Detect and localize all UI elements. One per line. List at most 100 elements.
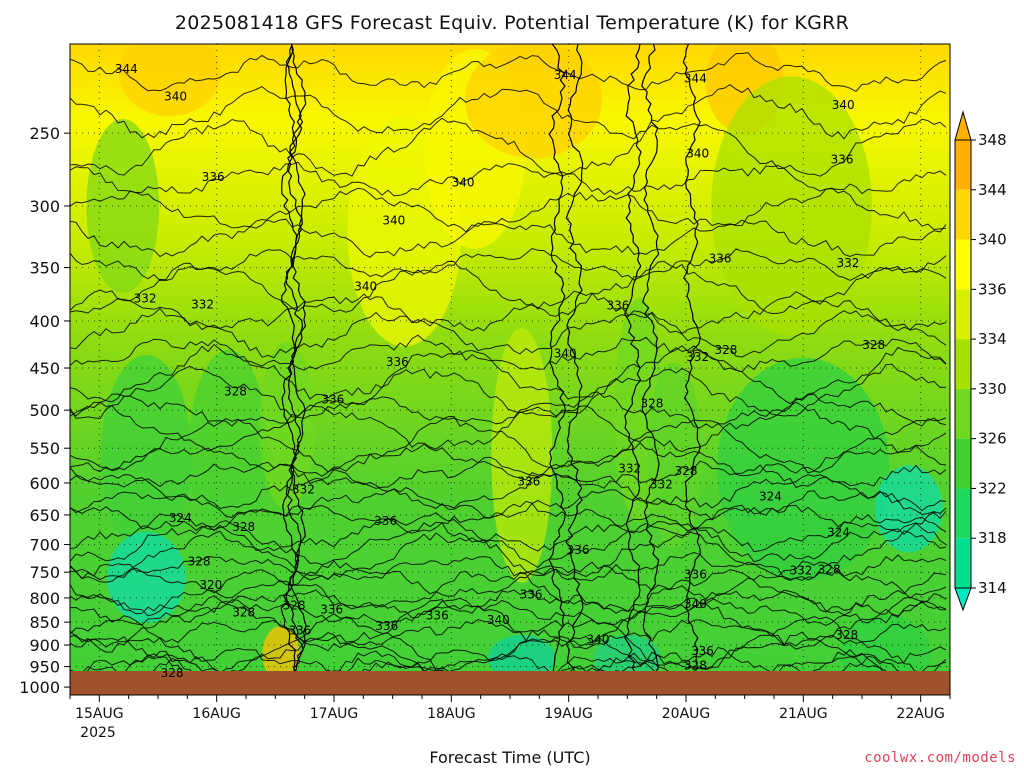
colorbar-segment <box>955 239 971 290</box>
contour-line <box>70 618 947 650</box>
contour-line <box>70 631 947 674</box>
contour-label: 336 <box>321 393 344 407</box>
contour-line <box>70 521 947 568</box>
contour-label: 336 <box>831 152 854 166</box>
colorbar-frame <box>954 139 972 589</box>
colorbar-tick-label: 336 <box>978 280 1007 298</box>
y-tick-label: 800 <box>29 589 60 608</box>
contour-label: 332 <box>790 564 813 578</box>
contour-line <box>70 218 947 258</box>
x-tick-label: 20AUG <box>662 706 711 722</box>
contour-label: 336 <box>709 251 732 265</box>
contour-label: 328 <box>283 598 306 612</box>
y-tick-label: 400 <box>29 312 60 331</box>
contour-label: 332 <box>618 462 641 476</box>
contour-label: 336 <box>606 299 629 313</box>
y-tick-label: 700 <box>29 536 60 555</box>
y-tick-label: 900 <box>29 636 60 655</box>
contour-label: 332 <box>650 477 673 491</box>
contour-line <box>70 469 947 512</box>
colorbar-tick-label: 314 <box>978 579 1007 597</box>
contour-label: 336 <box>684 567 707 581</box>
contour-line <box>70 307 947 359</box>
contour-label: 340 <box>452 176 475 190</box>
contour-label: 340 <box>164 89 187 103</box>
x-year-label: 2025 <box>80 725 116 741</box>
colorbar-segment <box>955 438 971 489</box>
contour-line <box>70 161 947 197</box>
contour-line <box>70 488 947 521</box>
contour-label: 344 <box>554 68 577 82</box>
colorbar-tick-label: 348 <box>978 131 1007 149</box>
contour-label: 340 <box>554 347 577 361</box>
contour-line <box>70 569 947 617</box>
contour-label: 328 <box>161 666 184 680</box>
y-tick-label: 650 <box>29 506 60 525</box>
contour-line <box>70 289 947 335</box>
y-tick-label: 500 <box>29 401 60 420</box>
colorbar-tick-label: 318 <box>978 529 1007 547</box>
contour-label: 336 <box>289 624 312 638</box>
x-tick-label: 19AUG <box>544 706 593 722</box>
x-tick-label: 16AUG <box>192 706 241 722</box>
field-patch <box>488 634 556 682</box>
colorbar-tick-label: 330 <box>978 380 1007 398</box>
contour-line <box>70 52 947 93</box>
contour-label: 340 <box>832 98 855 112</box>
colorbar-bottom-arrow <box>954 587 972 612</box>
contour-line <box>70 117 947 177</box>
colorbar: 314 318 322 326 330 334 336 340 344 348 <box>954 110 1007 612</box>
contour-label: 328 <box>224 384 247 398</box>
contour-line <box>70 597 946 627</box>
contour-label: 336 <box>517 475 540 489</box>
contour-label: 340 <box>686 146 709 160</box>
y-tick-label: 600 <box>29 474 60 493</box>
contour-label: 324 <box>169 511 192 525</box>
contour-label: 336 <box>691 644 714 658</box>
contour-label: 328 <box>641 397 664 411</box>
contour-label: 328 <box>188 554 211 568</box>
contour-label: 320 <box>199 578 222 592</box>
y-tick-label: 350 <box>29 259 60 278</box>
contour-line <box>565 44 584 693</box>
contour-label: 332 <box>686 350 709 364</box>
contour-label: 328 <box>714 343 737 357</box>
contour-label: 324 <box>827 525 850 539</box>
colorbar-segment <box>955 488 971 539</box>
contour-line <box>70 260 947 317</box>
x-tick-label: 17AUG <box>310 706 359 722</box>
x-tick-label: 22AUG <box>896 706 945 722</box>
contour-label: 336 <box>520 587 543 601</box>
contour-label: 336 <box>386 355 409 369</box>
contour-label: 328 <box>232 520 255 534</box>
contour-line <box>70 401 947 454</box>
contour-line <box>641 44 660 693</box>
field-patch <box>118 44 221 117</box>
y-tick-label: 550 <box>29 439 60 458</box>
contour-label: 328 <box>862 338 885 352</box>
contour-label: 328 <box>818 562 841 576</box>
contour-line <box>70 84 947 140</box>
contour-line <box>70 460 947 489</box>
y-tick-label: 750 <box>29 563 60 582</box>
contour-label: 324 <box>759 490 782 504</box>
contour-line <box>70 391 947 429</box>
colorbar-tick-label: 334 <box>978 330 1007 348</box>
contour-label: 328 <box>835 628 858 642</box>
contour-line <box>70 415 947 474</box>
x-tick-label: 15AUG <box>75 706 124 722</box>
contour-label: 332 <box>134 291 157 305</box>
contour-line <box>70 512 947 553</box>
contour-label: 344 <box>684 71 707 85</box>
contour-line <box>682 44 701 693</box>
contour-label: 336 <box>375 619 398 633</box>
field-patch <box>711 76 872 336</box>
colorbar-segment <box>955 189 971 240</box>
colorbar-tick-label: 344 <box>978 181 1007 199</box>
colorbar-segment <box>955 140 971 190</box>
contour-label: 340 <box>382 213 405 227</box>
field-patch <box>875 465 943 553</box>
chart-title: 2025081418 GFS Forecast Equiv. Potential… <box>175 12 849 34</box>
contour-line <box>70 589 947 619</box>
y-tick-label: 850 <box>29 613 60 632</box>
